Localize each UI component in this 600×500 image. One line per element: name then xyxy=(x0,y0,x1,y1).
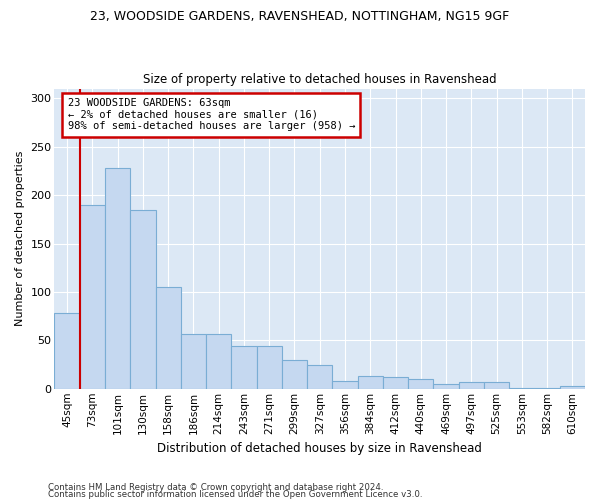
Bar xyxy=(55,313,80,389)
Bar xyxy=(383,377,408,389)
Bar xyxy=(80,205,105,389)
Bar xyxy=(433,384,458,389)
Bar xyxy=(181,334,206,389)
Bar xyxy=(358,376,383,389)
Bar xyxy=(458,382,484,389)
Bar xyxy=(509,388,535,389)
Bar xyxy=(257,346,282,389)
Text: 23, WOODSIDE GARDENS, RAVENSHEAD, NOTTINGHAM, NG15 9GF: 23, WOODSIDE GARDENS, RAVENSHEAD, NOTTIN… xyxy=(91,10,509,23)
Bar xyxy=(282,360,307,389)
Bar xyxy=(560,386,585,389)
Bar xyxy=(332,381,358,389)
Y-axis label: Number of detached properties: Number of detached properties xyxy=(15,151,25,326)
Bar xyxy=(155,287,181,389)
Title: Size of property relative to detached houses in Ravenshead: Size of property relative to detached ho… xyxy=(143,73,497,86)
Bar xyxy=(130,210,155,389)
Text: Contains public sector information licensed under the Open Government Licence v3: Contains public sector information licen… xyxy=(48,490,422,499)
Text: 23 WOODSIDE GARDENS: 63sqm
← 2% of detached houses are smaller (16)
98% of semi-: 23 WOODSIDE GARDENS: 63sqm ← 2% of detac… xyxy=(68,98,355,132)
Bar xyxy=(484,382,509,389)
Bar xyxy=(408,379,433,389)
Bar xyxy=(105,168,130,389)
Text: Contains HM Land Registry data © Crown copyright and database right 2024.: Contains HM Land Registry data © Crown c… xyxy=(48,484,383,492)
Bar xyxy=(307,364,332,389)
X-axis label: Distribution of detached houses by size in Ravenshead: Distribution of detached houses by size … xyxy=(157,442,482,455)
Bar xyxy=(535,388,560,389)
Bar xyxy=(232,346,257,389)
Bar xyxy=(206,334,232,389)
